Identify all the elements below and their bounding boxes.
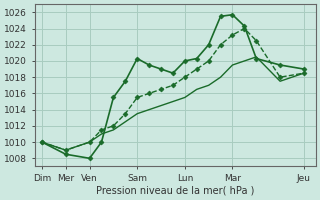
X-axis label: Pression niveau de la mer( hPa ): Pression niveau de la mer( hPa )	[96, 186, 254, 196]
